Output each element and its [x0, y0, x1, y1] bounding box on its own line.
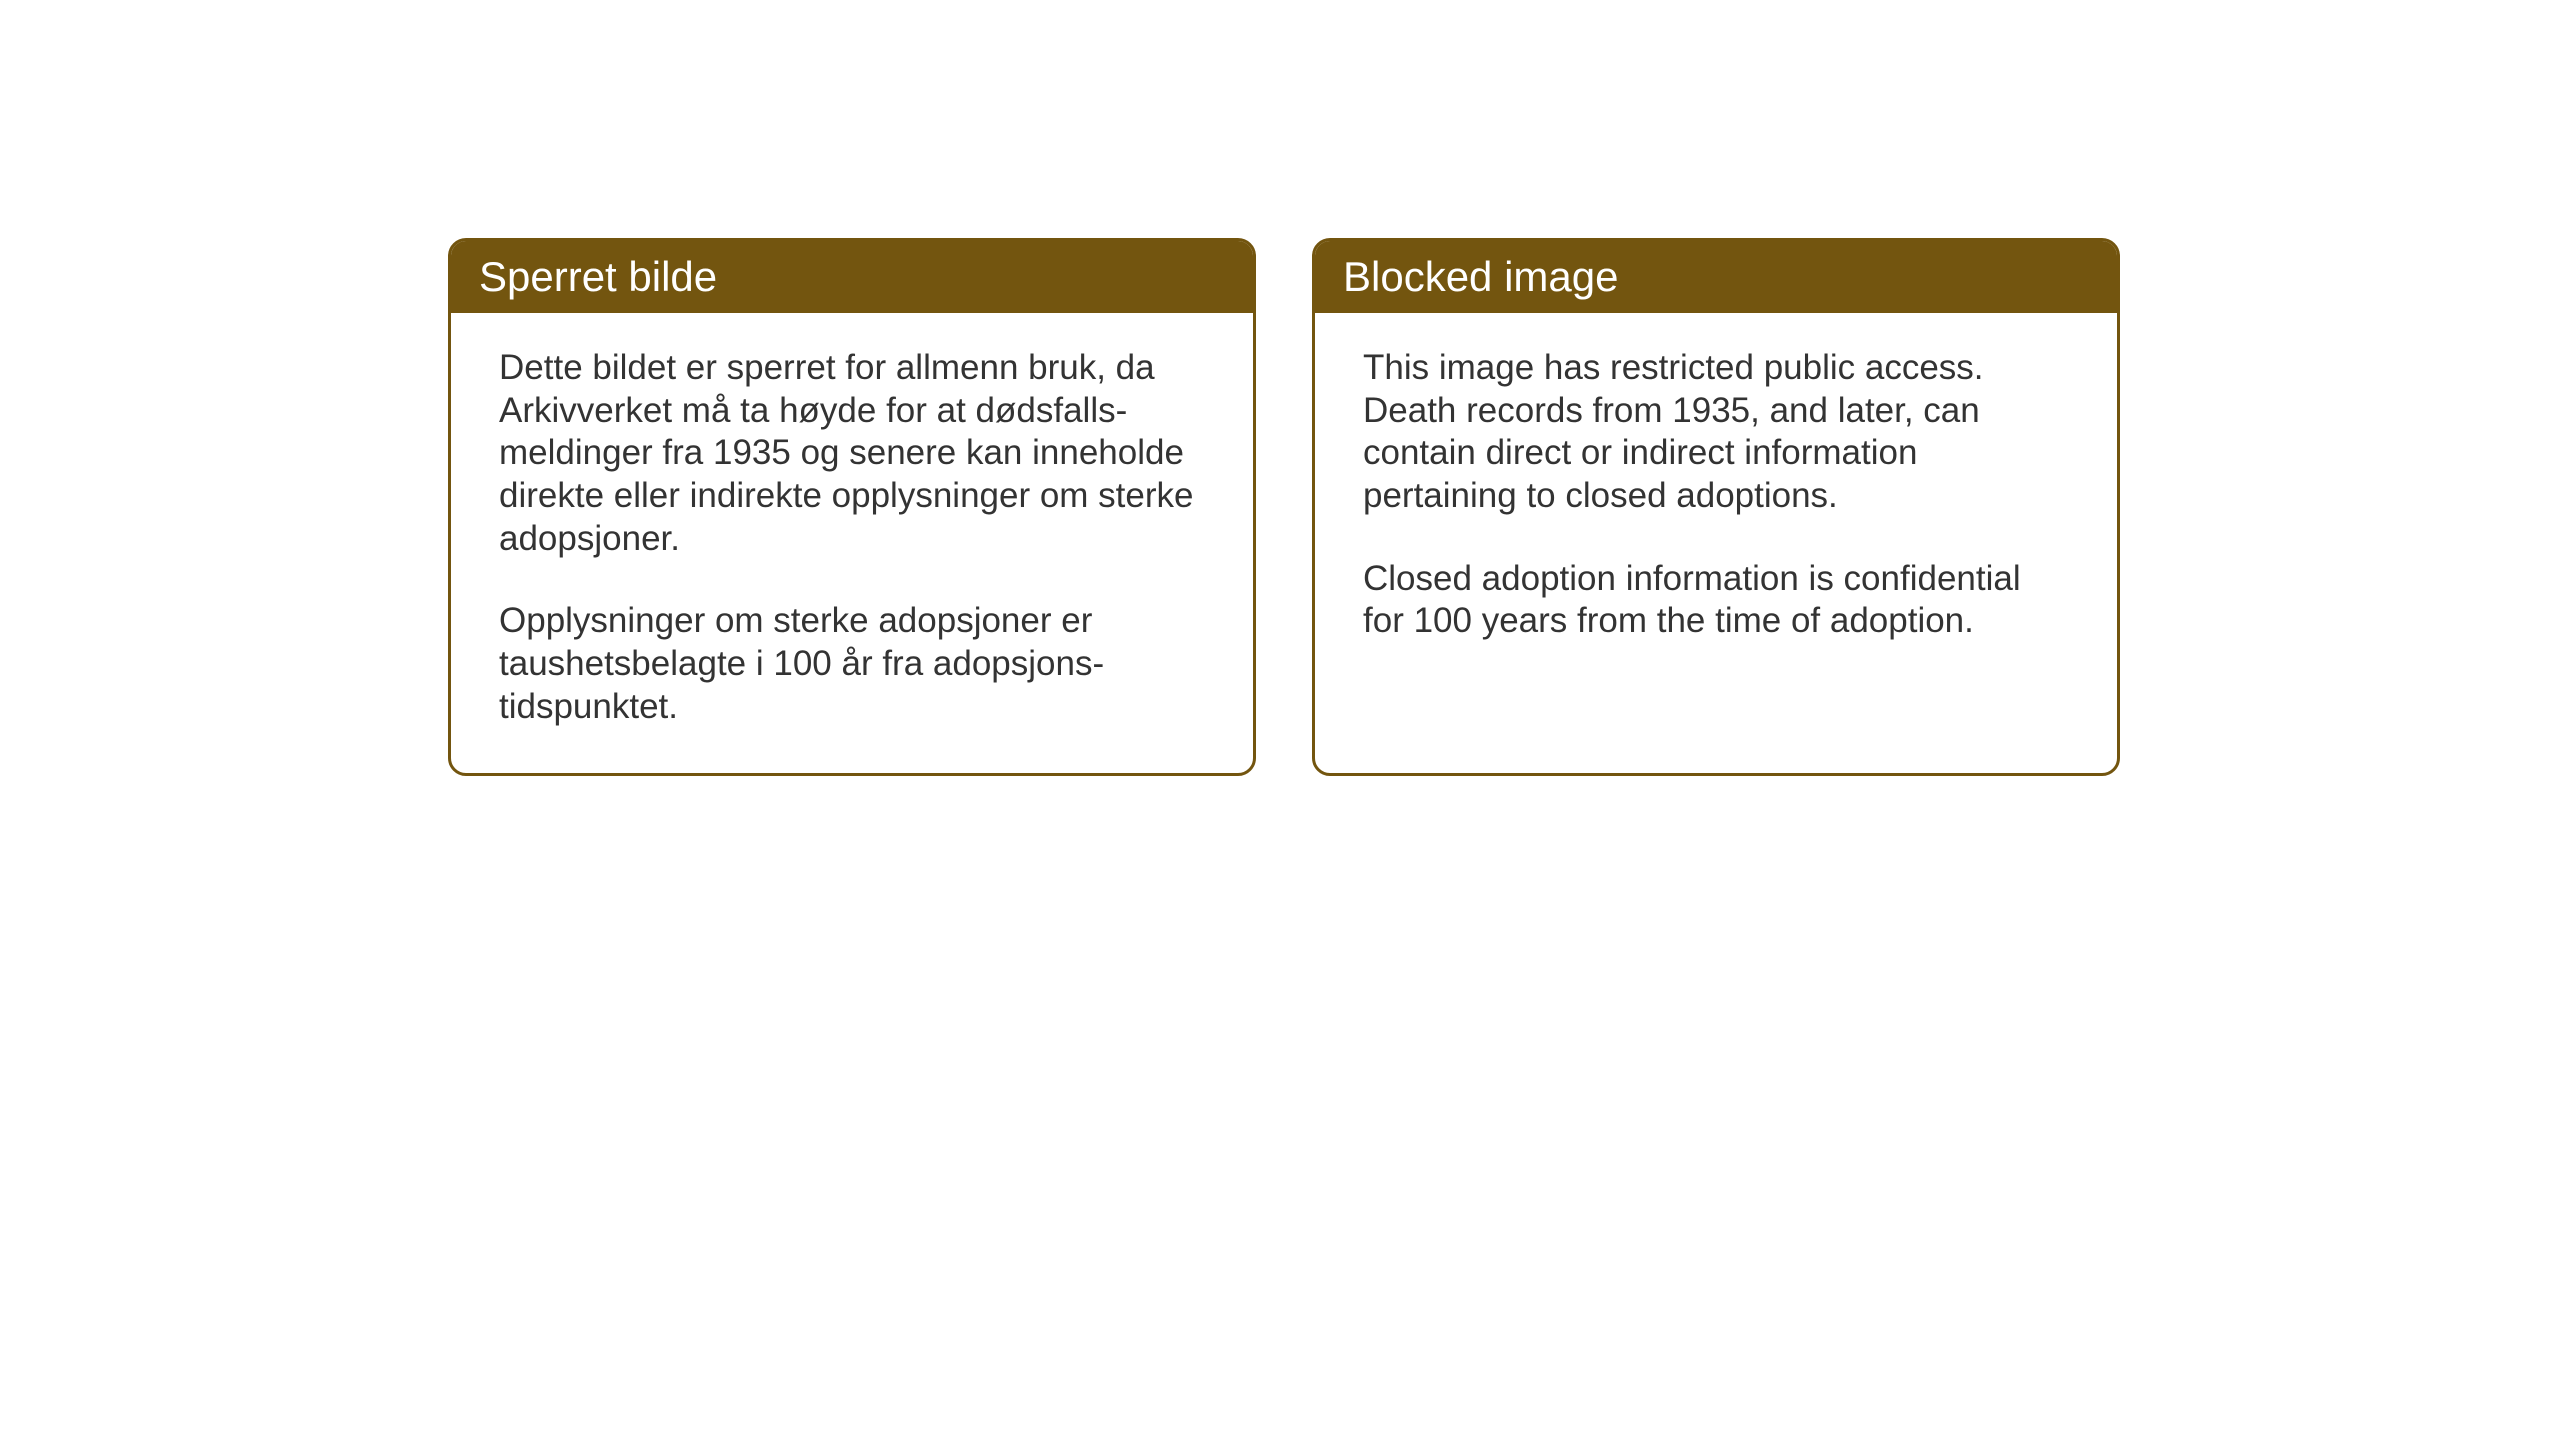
norwegian-card-body: Dette bildet er sperret for allmenn bruk…: [451, 313, 1253, 773]
norwegian-paragraph-1: Dette bildet er sperret for allmenn bruk…: [499, 347, 1205, 560]
norwegian-notice-card: Sperret bilde Dette bildet er sperret fo…: [448, 238, 1256, 776]
norwegian-paragraph-2: Opplysninger om sterke adopsjoner er tau…: [499, 600, 1205, 728]
english-card-body: This image has restricted public access.…: [1315, 313, 2117, 687]
norwegian-card-title: Sperret bilde: [451, 241, 1253, 313]
notice-container: Sperret bilde Dette bildet er sperret fo…: [448, 238, 2120, 776]
english-paragraph-1: This image has restricted public access.…: [1363, 347, 2069, 518]
english-notice-card: Blocked image This image has restricted …: [1312, 238, 2120, 776]
english-card-title: Blocked image: [1315, 241, 2117, 313]
english-paragraph-2: Closed adoption information is confident…: [1363, 558, 2069, 643]
